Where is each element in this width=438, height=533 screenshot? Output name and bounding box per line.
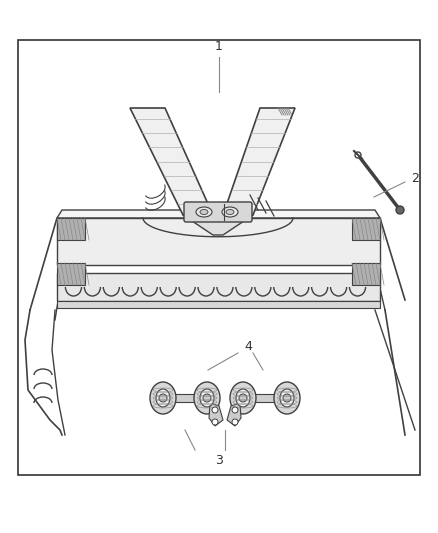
Polygon shape bbox=[352, 218, 380, 240]
Polygon shape bbox=[223, 108, 295, 215]
Text: 2: 2 bbox=[411, 173, 419, 185]
Polygon shape bbox=[209, 403, 223, 426]
Bar bbox=[57, 273, 380, 301]
Text: 1: 1 bbox=[215, 41, 223, 53]
Ellipse shape bbox=[196, 207, 212, 217]
Ellipse shape bbox=[156, 389, 170, 407]
Circle shape bbox=[283, 394, 291, 402]
Text: 3: 3 bbox=[215, 454, 223, 466]
Ellipse shape bbox=[280, 389, 294, 407]
Ellipse shape bbox=[200, 389, 214, 407]
Polygon shape bbox=[57, 218, 85, 240]
Bar bbox=[251, 394, 279, 402]
Circle shape bbox=[159, 394, 167, 402]
Bar bbox=[57, 301, 380, 308]
Ellipse shape bbox=[222, 207, 238, 217]
Polygon shape bbox=[130, 108, 213, 215]
Circle shape bbox=[212, 419, 218, 425]
Ellipse shape bbox=[236, 389, 250, 407]
Text: 4: 4 bbox=[244, 341, 252, 353]
Polygon shape bbox=[57, 210, 380, 218]
FancyBboxPatch shape bbox=[184, 202, 252, 222]
Polygon shape bbox=[183, 215, 253, 235]
Ellipse shape bbox=[200, 209, 208, 214]
Ellipse shape bbox=[230, 382, 256, 414]
Bar bbox=[57, 218, 380, 265]
Polygon shape bbox=[57, 263, 85, 285]
Ellipse shape bbox=[194, 382, 220, 414]
Circle shape bbox=[212, 407, 218, 413]
Bar bbox=[171, 394, 199, 402]
Circle shape bbox=[396, 206, 404, 214]
Ellipse shape bbox=[274, 382, 300, 414]
Circle shape bbox=[232, 419, 238, 425]
Circle shape bbox=[203, 394, 211, 402]
Circle shape bbox=[239, 394, 247, 402]
Circle shape bbox=[355, 152, 361, 158]
Polygon shape bbox=[352, 263, 380, 285]
Bar bbox=[18, 40, 420, 475]
Ellipse shape bbox=[226, 209, 234, 214]
Circle shape bbox=[232, 407, 238, 413]
Polygon shape bbox=[227, 403, 241, 426]
Ellipse shape bbox=[150, 382, 176, 414]
